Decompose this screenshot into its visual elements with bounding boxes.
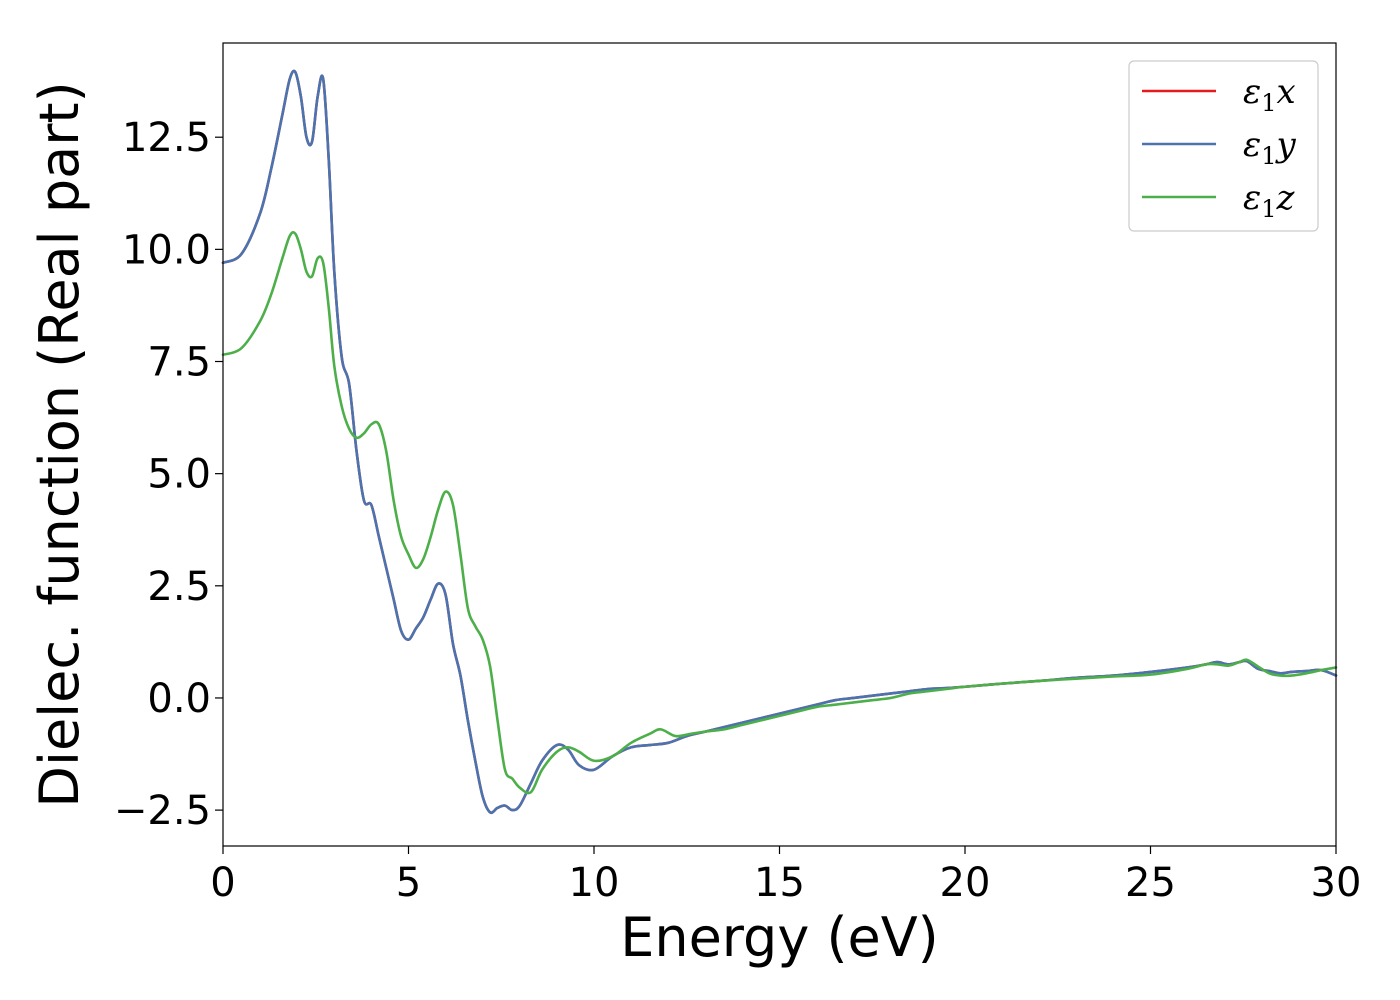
y-tick-label: 12.5 xyxy=(122,115,211,161)
x-tick-label: 10 xyxy=(569,860,620,906)
y-tick-label: 5.0 xyxy=(147,452,211,498)
x-tick-label: 20 xyxy=(940,860,991,906)
legend-subscript: 1 xyxy=(1261,142,1276,170)
x-tick-label: 5 xyxy=(396,860,421,906)
y-axis-ticks: −2.5 0.0 2.5 5.0 7.5 10.0 12.5 xyxy=(114,115,223,834)
legend-box xyxy=(1128,60,1319,232)
x-tick-label: 15 xyxy=(754,860,805,906)
legend-component: y xyxy=(1275,125,1297,165)
x-tick-label: 0 xyxy=(210,860,235,906)
y-tick-label: −2.5 xyxy=(114,788,211,834)
x-axis-ticks: 0 5 10 15 20 25 30 xyxy=(210,846,1361,906)
legend-symbol: ε xyxy=(1243,125,1261,165)
x-axis-title: Energy (eV) xyxy=(620,906,939,969)
legend-subscript: 1 xyxy=(1261,195,1276,223)
legend-component: z xyxy=(1276,178,1296,218)
legend-component: x xyxy=(1277,72,1296,112)
y-tick-label: 10.0 xyxy=(122,227,211,273)
y-tick-label: 2.5 xyxy=(147,564,211,610)
x-tick-label: 30 xyxy=(1311,860,1362,906)
y-tick-label: 0.0 xyxy=(147,676,211,722)
series-layer xyxy=(221,69,1338,815)
legend-symbol: ε xyxy=(1243,178,1261,218)
series-line-z xyxy=(221,231,1338,795)
y-tick-label: 7.5 xyxy=(147,340,211,386)
legend-label-z: ε1z xyxy=(1243,178,1296,223)
legend-subscript: 1 xyxy=(1261,89,1276,117)
legend-label-y: ε1y xyxy=(1243,125,1297,170)
legend-symbol: ε xyxy=(1243,72,1261,112)
x-tick-label: 25 xyxy=(1125,860,1176,906)
legend-label-x: ε1x xyxy=(1243,72,1296,117)
y-axis-title: Dielec. function (Real part) xyxy=(28,81,91,807)
